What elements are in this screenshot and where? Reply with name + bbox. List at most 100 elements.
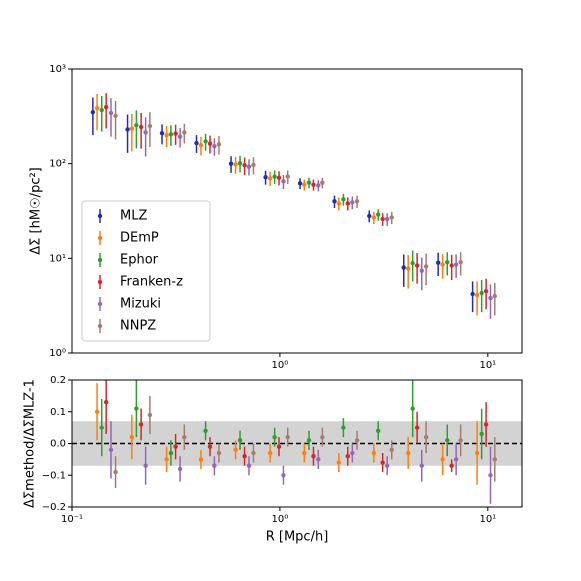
data-point — [492, 293, 497, 299]
data-point — [143, 463, 148, 468]
data-point — [276, 444, 282, 449]
data-point — [94, 106, 100, 111]
legend-label: NNPZ — [120, 319, 156, 334]
data-point — [470, 291, 475, 297]
data-point — [449, 263, 454, 268]
data-point — [345, 201, 350, 206]
x-tick-label: 10⁰ — [272, 514, 289, 525]
data-point — [233, 447, 238, 453]
data-point — [341, 425, 346, 430]
data-point — [237, 161, 243, 166]
data-point — [125, 127, 130, 132]
data-point — [129, 434, 135, 440]
data-point — [302, 450, 307, 456]
legend: MLZ DEmP Ephor Franken-z Mizuki NNPZ — [81, 200, 211, 342]
data-point — [173, 131, 178, 136]
legend-marker — [97, 301, 103, 307]
data-point — [113, 113, 118, 119]
data-point — [251, 450, 256, 456]
data-point — [410, 260, 415, 266]
legend-marker — [97, 257, 103, 263]
data-point — [440, 457, 445, 462]
data-point — [103, 400, 109, 405]
data-point — [371, 215, 377, 220]
data-point — [474, 450, 480, 456]
data-point — [207, 444, 213, 449]
data-point — [483, 288, 489, 294]
data-point — [332, 199, 337, 204]
data-point — [129, 126, 135, 131]
data-point — [479, 431, 484, 437]
y-tick-label: 10⁰ — [49, 348, 66, 359]
data-point — [423, 264, 429, 269]
data-point — [419, 463, 424, 468]
data-point — [401, 265, 406, 270]
data-point — [488, 473, 493, 478]
y-tick-label: 10³ — [49, 64, 66, 75]
data-point — [168, 132, 174, 137]
data-point — [419, 268, 424, 273]
data-point — [134, 122, 139, 128]
y-tick-label: 10¹ — [49, 253, 66, 264]
data-point — [384, 216, 390, 222]
data-point — [371, 450, 377, 456]
data-point — [272, 174, 277, 179]
data-point — [458, 438, 463, 443]
data-point — [276, 175, 282, 180]
data-point — [164, 457, 169, 462]
legend-label: Franken-z — [120, 275, 183, 290]
data-point — [143, 130, 148, 135]
y-tick-label: 0.0 — [50, 439, 66, 450]
data-point — [405, 266, 411, 271]
data-point — [376, 428, 381, 433]
data-point — [212, 143, 217, 149]
data-point — [435, 260, 441, 265]
y-axis-label: ΔΣmethod/ΔΣMLZ-1 — [23, 379, 38, 508]
data-point — [302, 182, 307, 187]
data-point — [311, 454, 316, 459]
data-point — [94, 409, 100, 414]
data-point — [99, 107, 104, 113]
y-tick-label: 0.2 — [50, 375, 66, 386]
data-point — [246, 164, 252, 169]
data-point — [242, 163, 247, 168]
data-point — [212, 463, 217, 468]
plot-frame — [71, 68, 523, 354]
data-point — [389, 447, 394, 453]
data-point — [246, 463, 252, 468]
data-point — [354, 438, 360, 443]
data-point — [263, 174, 268, 180]
data-point — [453, 457, 459, 462]
x-tick-label: 10⁻¹ — [61, 514, 83, 525]
data-point — [492, 457, 497, 462]
data-point — [272, 434, 277, 440]
data-point — [320, 434, 325, 440]
data-point — [306, 180, 312, 185]
data-point — [380, 216, 385, 222]
data-point — [380, 460, 385, 465]
y-tick-label: −0.1 — [42, 470, 66, 481]
data-point — [479, 290, 484, 296]
data-point — [147, 412, 153, 418]
data-point — [367, 213, 372, 219]
data-point — [384, 463, 390, 468]
data-point — [168, 450, 174, 456]
data-point — [341, 197, 346, 202]
data-point — [177, 134, 183, 139]
data-point — [173, 444, 178, 449]
data-point — [316, 457, 321, 462]
legend-marker — [97, 323, 103, 329]
data-point — [458, 260, 463, 265]
data-point — [414, 263, 420, 268]
data-point — [320, 180, 325, 185]
y-tick-label: 0.1 — [50, 407, 66, 418]
data-point — [108, 447, 114, 453]
data-point — [242, 454, 247, 459]
data-point — [423, 434, 429, 440]
legend-label: DEmP — [120, 231, 159, 246]
data-point — [311, 182, 316, 187]
data-point — [103, 104, 109, 110]
data-point — [474, 292, 480, 298]
data-point — [198, 457, 204, 462]
